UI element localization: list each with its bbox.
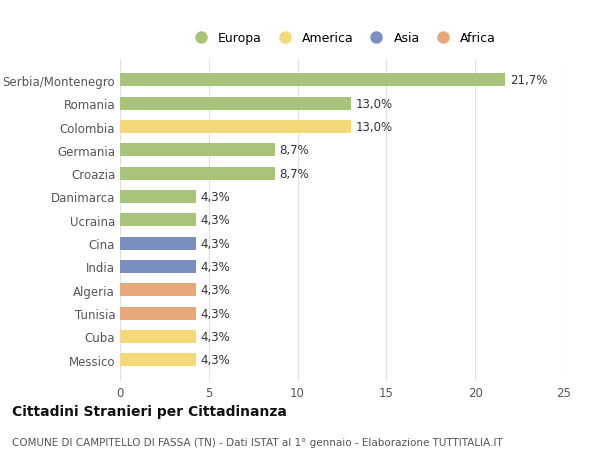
Legend: Europa, America, Asia, Africa: Europa, America, Asia, Africa — [183, 28, 501, 50]
Bar — [120, 307, 196, 320]
Text: 21,7%: 21,7% — [510, 74, 547, 87]
Text: 13,0%: 13,0% — [355, 121, 392, 134]
Bar — [120, 237, 196, 250]
Bar — [120, 98, 351, 110]
Bar — [120, 330, 196, 343]
Text: 13,0%: 13,0% — [355, 97, 392, 111]
Text: 4,3%: 4,3% — [201, 214, 230, 227]
Text: 8,7%: 8,7% — [279, 144, 309, 157]
Bar — [120, 74, 505, 87]
Bar — [120, 214, 196, 227]
Bar — [120, 190, 196, 203]
Text: 8,7%: 8,7% — [279, 167, 309, 180]
Bar — [120, 284, 196, 297]
Text: 4,3%: 4,3% — [201, 284, 230, 297]
Bar — [120, 121, 351, 134]
Bar — [120, 168, 275, 180]
Bar — [120, 260, 196, 273]
Bar — [120, 144, 275, 157]
Text: COMUNE DI CAMPITELLO DI FASSA (TN) - Dati ISTAT al 1° gennaio - Elaborazione TUT: COMUNE DI CAMPITELLO DI FASSA (TN) - Dat… — [12, 437, 503, 447]
Text: 4,3%: 4,3% — [201, 307, 230, 320]
Text: Cittadini Stranieri per Cittadinanza: Cittadini Stranieri per Cittadinanza — [12, 404, 287, 419]
Text: 4,3%: 4,3% — [201, 330, 230, 343]
Text: 4,3%: 4,3% — [201, 260, 230, 274]
Bar — [120, 353, 196, 366]
Text: 4,3%: 4,3% — [201, 190, 230, 203]
Text: 4,3%: 4,3% — [201, 353, 230, 366]
Text: 4,3%: 4,3% — [201, 237, 230, 250]
